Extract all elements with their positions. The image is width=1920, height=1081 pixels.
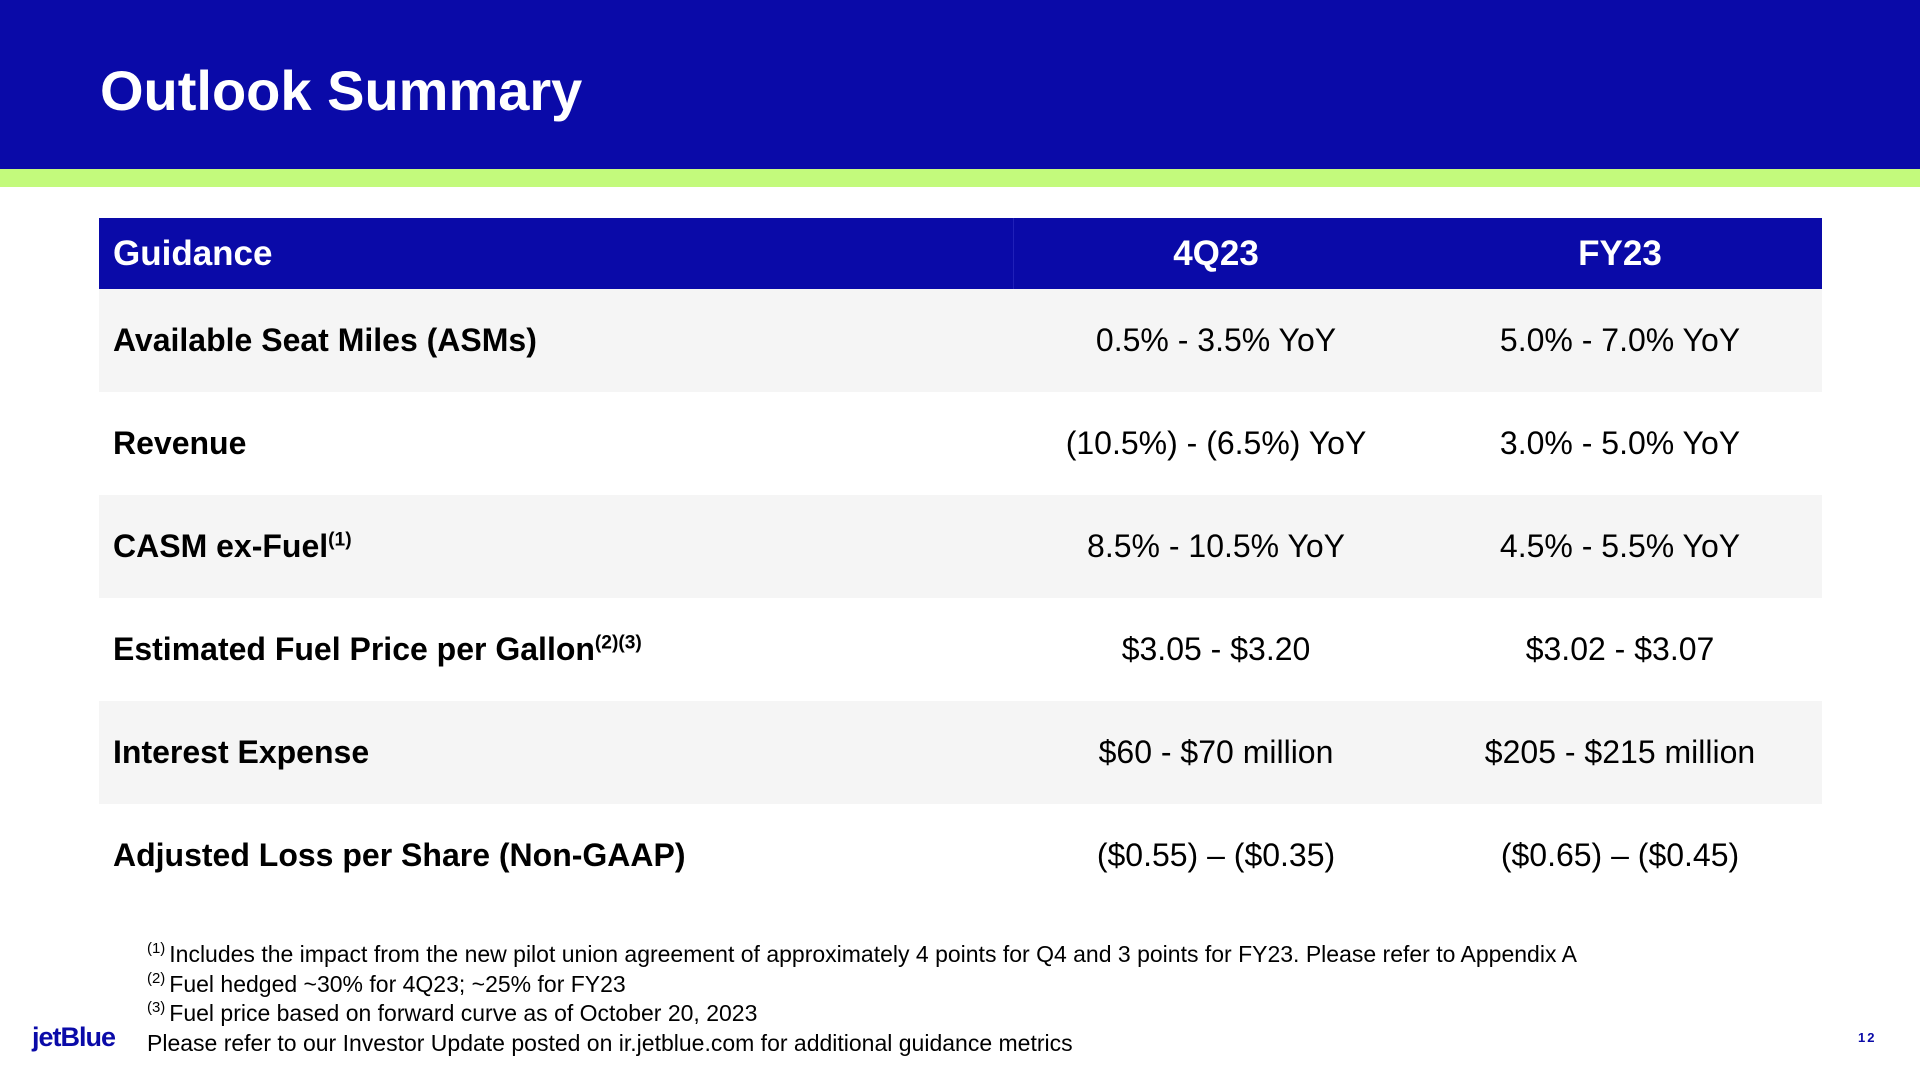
page-title: Outlook Summary	[100, 59, 583, 122]
logo: jetBlue	[32, 1022, 116, 1052]
footnote: (3) Fuel price based on forward curve as …	[147, 999, 1577, 1029]
row-label-cell: Interest Expense	[99, 734, 1014, 771]
footnote-text: Includes the impact from the new pilot u…	[169, 941, 1577, 967]
row-label-cell: Revenue	[99, 425, 1014, 462]
cell-4q23: ($0.55) – ($0.35)	[1096, 837, 1336, 873]
row-label: Interest Expense	[113, 734, 370, 770]
footnote-text: Please refer to our Investor Update post…	[147, 1029, 1073, 1056]
row-label: CASM ex-Fuel	[113, 528, 329, 564]
cell-4q23: (10.5%) - (6.5%) YoY	[1065, 425, 1367, 461]
table-body: Available Seat Miles (ASMs) 0.5% - 3.5% Y…	[99, 289, 1822, 907]
row-label-cell: Adjusted Loss per Share (Non-GAAP)	[99, 837, 1014, 874]
footnote: (2) Fuel hedged ~30% for 4Q23; ~25% for F…	[147, 970, 1577, 1000]
table-row: CASM ex-Fuel(1) 8.5% - 10.5% YoY 4.5% - 5.…	[99, 495, 1822, 598]
guidance-table: Guidance 4Q23 FY23 Available Seat Miles …	[99, 218, 1822, 907]
row-label: Adjusted Loss per Share (Non-GAAP)	[113, 837, 686, 873]
footnote-marker: (1)	[147, 940, 166, 958]
header-band	[0, 0, 1920, 169]
cell-fy23: 5.0% - 7.0% YoY	[1499, 322, 1741, 358]
accent-stripe	[0, 169, 1920, 187]
table-row: Revenue (10.5%) - (6.5%) YoY 3.0% - 5.0% Y…	[99, 392, 1822, 495]
footnote-text: Fuel hedged ~30% for 4Q23; ~25% for FY23	[169, 970, 626, 997]
row-label-cell: CASM ex-Fuel(1)	[99, 528, 1014, 565]
cell-fy23: 3.0% - 5.0% YoY	[1499, 425, 1741, 461]
footnote-marker: (3)	[147, 999, 166, 1017]
cell-fy23: $205 - $215 million	[1484, 734, 1756, 770]
page-number: 12	[1858, 1030, 1877, 1045]
table-row: Available Seat Miles (ASMs) 0.5% - 3.5% Y…	[99, 289, 1822, 392]
cell-4q23: 0.5% - 3.5% YoY	[1095, 322, 1337, 358]
row-label-cell: Available Seat Miles (ASMs)	[99, 322, 1014, 359]
footnote: Please refer to our Investor Update post…	[147, 1029, 1577, 1059]
table-row: Interest Expense $60 - $70 million $205 - …	[99, 701, 1822, 804]
table-header: Guidance 4Q23 FY23	[99, 218, 1822, 289]
footnote-ref: (1)	[328, 529, 352, 551]
column-header: 4Q23	[1173, 233, 1259, 273]
column-header: FY23	[1578, 233, 1662, 273]
row-label: Estimated Fuel Price per Gallon	[113, 631, 595, 667]
row-label-cell: Estimated Fuel Price per Gallon(2)(3)	[99, 631, 1014, 668]
cell-4q23: $60 - $70 million	[1098, 734, 1334, 770]
footnote-ref: (2)(3)	[594, 632, 642, 654]
table-row: Estimated Fuel Price per Gallon(2)(3) $3.…	[99, 598, 1822, 701]
cell-fy23: $3.02 - $3.07	[1525, 631, 1715, 667]
row-label: Revenue	[113, 425, 247, 461]
footnote: (1) Includes the impact from the new pilo…	[147, 940, 1577, 970]
cell-4q23: 8.5% - 10.5% YoY	[1087, 528, 1345, 564]
row-label: Available Seat Miles (ASMs)	[113, 322, 537, 358]
table-row: Adjusted Loss per Share (Non-GAAP) ($0.55…	[99, 804, 1822, 907]
footnotes: (1) Includes the impact from the new pilo…	[147, 940, 1577, 1058]
footnote-marker: (2)	[147, 969, 166, 987]
column-header: Guidance	[99, 218, 1014, 289]
cell-4q23: $3.05 - $3.20	[1121, 631, 1311, 667]
footnote-text: Fuel price based on forward curve as of …	[169, 1000, 758, 1026]
cell-fy23: 4.5% - 5.5% YoY	[1499, 528, 1741, 564]
cell-fy23: ($0.65) – ($0.45)	[1500, 837, 1740, 873]
